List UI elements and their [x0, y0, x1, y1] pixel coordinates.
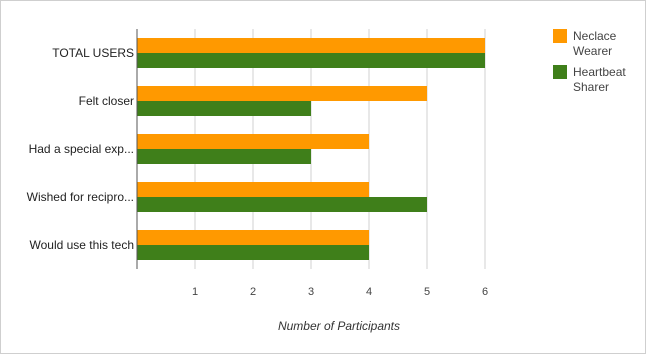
legend-label-heartbeat-sharer-line-0: Heartbeat	[573, 65, 626, 79]
bars	[137, 38, 485, 260]
x-tick-label-6: 6	[482, 286, 488, 298]
legend-label-neclace-wearer-line-0: Neclace	[573, 29, 617, 43]
x-tick-label-5: 5	[424, 286, 430, 298]
bar-neclace-wearer-0	[137, 38, 485, 53]
category-label-4: Would use this tech	[29, 238, 134, 252]
category-label-1: Felt closer	[79, 94, 134, 108]
category-label-2: Had a special exp...	[29, 142, 134, 156]
bar-neclace-wearer-3	[137, 182, 369, 197]
legend-swatch-neclace-wearer	[553, 29, 567, 43]
bar-heartbeat-sharer-2	[137, 149, 311, 164]
bar-heartbeat-sharer-1	[137, 101, 311, 116]
category-label-0: TOTAL USERS	[52, 46, 134, 60]
x-axis-title: Number of Participants	[278, 319, 400, 333]
bar-heartbeat-sharer-3	[137, 197, 427, 212]
bar-neclace-wearer-1	[137, 86, 427, 101]
x-tick-label-3: 3	[308, 286, 314, 298]
legend-swatch-heartbeat-sharer	[553, 65, 567, 79]
bar-neclace-wearer-2	[137, 134, 369, 149]
bar-heartbeat-sharer-0	[137, 53, 485, 68]
x-tick-label-4: 4	[366, 286, 372, 298]
x-tick-labels: 1 2 3 4 5 6	[192, 286, 488, 298]
x-tick-label-1: 1	[192, 286, 198, 298]
legend-label-heartbeat-sharer-line-1: Sharer	[573, 80, 609, 94]
category-labels: TOTAL USERS Felt closer Had a special exp.…	[27, 46, 134, 252]
x-tick-label-2: 2	[250, 286, 256, 298]
bar-neclace-wearer-4	[137, 230, 369, 245]
bar-heartbeat-sharer-4	[137, 245, 369, 260]
category-label-3: Wished for recipro...	[27, 190, 134, 204]
legend-label-neclace-wearer-line-1: Wearer	[573, 44, 612, 58]
